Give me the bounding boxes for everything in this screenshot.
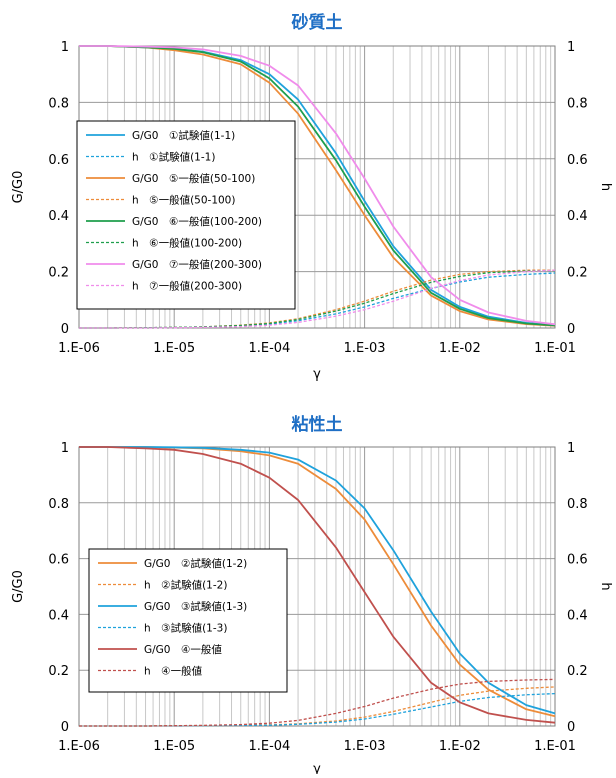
series-line	[79, 45, 556, 326]
legend-box	[88, 548, 288, 693]
series-line	[79, 446, 556, 724]
x-tick-label: 1.E-04	[248, 341, 290, 356]
y-tick-label: 0.2	[48, 266, 69, 281]
y-tick-label: 0.8	[48, 96, 69, 111]
plot-frame	[78, 446, 556, 727]
y2-tick-label: 1	[567, 441, 575, 456]
y2-tick-label: 0.2	[567, 266, 588, 281]
legend-entry: G/G0 ⑥一般値(100-200)	[132, 215, 262, 228]
x-tick-label: 1.E-06	[58, 739, 100, 754]
legend-entry: h ⑤一般値(50-100)	[132, 194, 235, 207]
x-tick-label: 1.E-02	[439, 739, 481, 754]
legend-entry: G/G0 ⑤一般値(50-100)	[132, 172, 255, 185]
x-tick-label: 1.E-06	[58, 341, 100, 356]
y2-axis-label: h	[598, 183, 613, 191]
legend-entry: h ③試験値(1-3)	[144, 622, 227, 635]
legend-entry: G/G0 ④一般値	[144, 643, 222, 656]
y2-tick-label: 0.6	[567, 553, 588, 568]
legend-entry: h ④一般値	[144, 665, 203, 678]
x-tick-label: 1.E-01	[534, 739, 576, 754]
y2-tick-label: 0	[567, 720, 575, 735]
x-tick-label: 1.E-05	[153, 739, 195, 754]
y-axis-label: G/G0	[11, 570, 26, 603]
x-tick-label: 1.E-05	[153, 341, 195, 356]
y2-tick-label: 0.4	[567, 608, 588, 623]
series-line	[79, 45, 556, 327]
y-tick-label: 0.2	[48, 664, 69, 679]
chart-title: 粘性土	[292, 414, 343, 435]
chart-title: 砂質土	[292, 12, 343, 33]
y-tick-label: 0.6	[48, 553, 69, 568]
y-tick-label: 0	[61, 322, 69, 337]
y2-tick-label: 0.2	[567, 664, 588, 679]
legend-box	[76, 120, 296, 310]
legend-entry: G/G0 ⑦一般値(200-300)	[132, 258, 262, 271]
x-axis-label: γ	[313, 367, 321, 382]
x-tick-label: 1.E-03	[344, 739, 386, 754]
legend-entry: G/G0 ③試験値(1-3)	[144, 600, 247, 613]
series-line	[79, 269, 556, 329]
series-line	[79, 446, 556, 715]
y-tick-label: 0.8	[48, 497, 69, 512]
x-tick-label: 1.E-02	[439, 341, 481, 356]
y2-tick-label: 1	[567, 40, 575, 55]
y-tick-label: 0.4	[48, 608, 69, 623]
chart-clay-soil: 粘性土 0 0.2 0.4 0.6 0.8 1 0 0.2 0.4 0.6 0.8 1 1.E-06 1.E…	[11, 414, 613, 777]
x-tick-label: 1.E-03	[344, 341, 386, 356]
x-tick-label: 1.E-04	[248, 739, 290, 754]
legend-entry: h ①試験値(1-1)	[132, 151, 215, 164]
legend-entry: h ②試験値(1-2)	[144, 579, 227, 592]
y2-tick-label: 0.8	[567, 96, 588, 111]
legend-entry: G/G0 ②試験値(1-2)	[144, 557, 247, 570]
series-line	[79, 678, 556, 727]
y-tick-label: 0	[61, 720, 69, 735]
y-tick-label: 0.6	[48, 153, 69, 168]
x-axis-label: γ	[313, 762, 321, 774]
y2-tick-label: 0.6	[567, 153, 588, 168]
y2-tick-label: 0	[567, 322, 575, 337]
y2-tick-label: 0.8	[567, 497, 588, 512]
chart-sandy-soil: 砂質土 0 0.2 0.4 0.6 0.8 1 0 0.2 0.4 0.6 0.8 1 1.E-06 1.E…	[11, 12, 613, 382]
y-tick-label: 1	[61, 441, 69, 456]
legend-entry: h ⑦一般値(200-300)	[132, 280, 242, 293]
y2-tick-label: 0.4	[567, 209, 588, 224]
y-tick-label: 0.4	[48, 209, 69, 224]
y2-axis-label: h	[598, 582, 613, 590]
legend-entry: G/G0 ①試験値(1-1)	[132, 129, 235, 142]
legend-entry: h ⑥一般値(100-200)	[132, 237, 242, 250]
x-tick-label: 1.E-01	[534, 341, 576, 356]
y-tick-label: 1	[61, 40, 69, 55]
y-axis-label: G/G0	[11, 171, 26, 204]
